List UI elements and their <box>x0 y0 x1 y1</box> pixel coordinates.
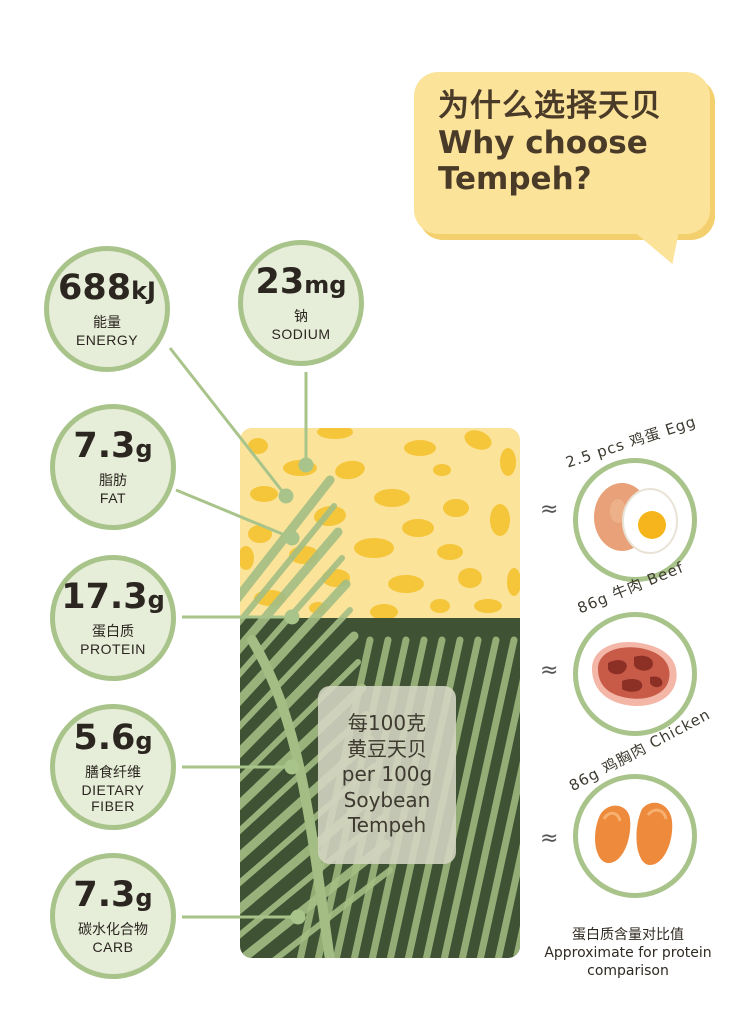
soybean-spot <box>388 575 424 593</box>
beef-approx-icon: ≈ <box>540 658 559 683</box>
connector-lines <box>168 347 314 925</box>
serving-line2: 黄豆天贝 <box>347 736 427 761</box>
soybean-spot <box>430 599 450 613</box>
fat-en: FAT <box>99 489 127 506</box>
chicken-approx-icon: ≈ <box>540 826 559 851</box>
leaf-vein <box>240 867 393 958</box>
carb-value: 7.3 <box>73 874 136 915</box>
energy-en: ENERGY <box>75 331 139 348</box>
soybean-spot <box>443 499 469 517</box>
nutrient-fat: 7.3g 脂肪 FAT <box>50 404 176 530</box>
serving-line4: Soybean <box>343 787 431 812</box>
protein-value: 17.3 <box>61 576 148 617</box>
soybean-spot <box>437 544 463 560</box>
comparison-note-en-line2: comparison <box>587 963 669 980</box>
fiber-en-line1: DIETARY <box>81 781 145 798</box>
egg-approx-icon: ≈ <box>540 497 559 522</box>
leaf-vein <box>476 636 520 958</box>
fiber-zh: 膳食纤维 <box>85 763 141 780</box>
soybean-spot <box>500 448 516 476</box>
carb-en: CARB <box>92 938 134 955</box>
serving-line5: Tempeh <box>347 813 427 838</box>
carb-value-row: 7.3g <box>73 874 153 915</box>
leaf-vein <box>240 579 351 709</box>
fiber-value: 5.6 <box>73 717 136 758</box>
tempeh-top <box>240 428 520 618</box>
energy-unit: kJ <box>131 276 156 305</box>
soybean-spot <box>490 504 510 536</box>
soybean-spot <box>317 428 353 439</box>
leaf-vein <box>240 475 335 605</box>
soybean-spot <box>248 525 272 543</box>
comparison-note-zh: 蛋白质含量对比值 <box>572 927 684 943</box>
leaf-vein <box>458 636 520 958</box>
soybean-spot <box>464 430 492 450</box>
nutrient-sodium: 23mg 钠 SODIUM <box>238 240 364 366</box>
carb-unit: g <box>135 883 153 912</box>
beef-icon <box>592 642 677 706</box>
soybean-spot <box>250 486 278 502</box>
title-bubble <box>414 72 710 234</box>
soybean-spots <box>240 428 520 620</box>
leaf-vein <box>240 527 343 657</box>
leaf-vein <box>240 607 353 733</box>
protein-zh: 蛋白质 <box>92 622 134 639</box>
serving-line3: per 100g <box>341 762 433 787</box>
leaf-vein <box>422 636 500 958</box>
fiber-value-row: 5.6g <box>73 717 153 758</box>
soybean-spot <box>404 440 436 456</box>
leaf-vein <box>240 659 361 785</box>
leaf-vein <box>494 636 520 958</box>
leaf-vein <box>240 503 337 629</box>
sodium-zh: 钠 <box>294 307 308 324</box>
sodium-value: 23 <box>255 261 305 302</box>
fiber-en-line2: FIBER <box>91 797 135 814</box>
carb-zh: 碳水化合物 <box>78 920 148 937</box>
chicken-breast-icon <box>595 802 673 865</box>
soybean-spot <box>240 546 254 570</box>
fiber-unit: g <box>135 726 153 755</box>
serving-line1: 每100克 <box>347 711 427 736</box>
sodium-en: SODIUM <box>271 325 331 342</box>
leaf-vein <box>440 636 518 958</box>
egg-circle <box>573 458 697 582</box>
nutrient-carb: 7.3g 碳水化合物 CARB <box>50 853 176 979</box>
beef-circle <box>573 612 697 736</box>
egg-icon <box>594 483 678 554</box>
soybean-spot <box>474 599 502 613</box>
soybean-spot <box>248 438 268 454</box>
sodium-value-row: 23mg <box>255 261 347 302</box>
soybean-spot <box>374 489 410 507</box>
soybean-spot <box>507 568 520 596</box>
tempeh-serving-label: 每100克 黄豆天贝 per 100g Soybean Tempeh <box>318 686 456 864</box>
protein-value-row: 17.3g <box>61 576 165 617</box>
title-en-line2: Tempeh? <box>438 161 592 198</box>
comparison-note: 蛋白质含量对比值 Approximate for protein compari… <box>535 926 721 981</box>
fat-value: 7.3 <box>73 425 136 466</box>
fat-value-row: 7.3g <box>73 425 153 466</box>
soybean-spot <box>402 519 434 537</box>
energy-zh: 能量 <box>93 313 121 330</box>
protein-en: PROTEIN <box>80 640 146 657</box>
title-zh: 为什么选择天贝 <box>438 88 662 124</box>
sodium-unit: mg <box>304 270 347 299</box>
fat-zh: 脂肪 <box>99 471 127 488</box>
soybean-spot <box>458 568 482 588</box>
title-en-line1: Why choose <box>438 124 648 161</box>
fat-unit: g <box>135 434 153 463</box>
protein-unit: g <box>147 585 165 614</box>
nutrient-energy: 688kJ 能量 ENERGY <box>44 246 170 372</box>
leaf-vein <box>240 631 359 761</box>
nutrient-fiber: 5.6g 膳食纤维 DIETARY FIBER <box>50 704 176 830</box>
soybean-spot <box>354 538 394 558</box>
energy-value-row: 688kJ <box>58 267 156 308</box>
comparison-note-en-line1: Approximate for protein <box>544 945 712 962</box>
soybean-spot <box>370 604 398 620</box>
soybean-spot <box>433 464 451 476</box>
soybean-spot <box>335 460 365 480</box>
energy-value: 688 <box>58 267 132 308</box>
nutrient-protein: 17.3g 蛋白质 PROTEIN <box>50 555 176 681</box>
chicken-circle <box>573 774 697 898</box>
title-text: 为什么选择天贝 Why choose Tempeh? <box>438 88 700 198</box>
